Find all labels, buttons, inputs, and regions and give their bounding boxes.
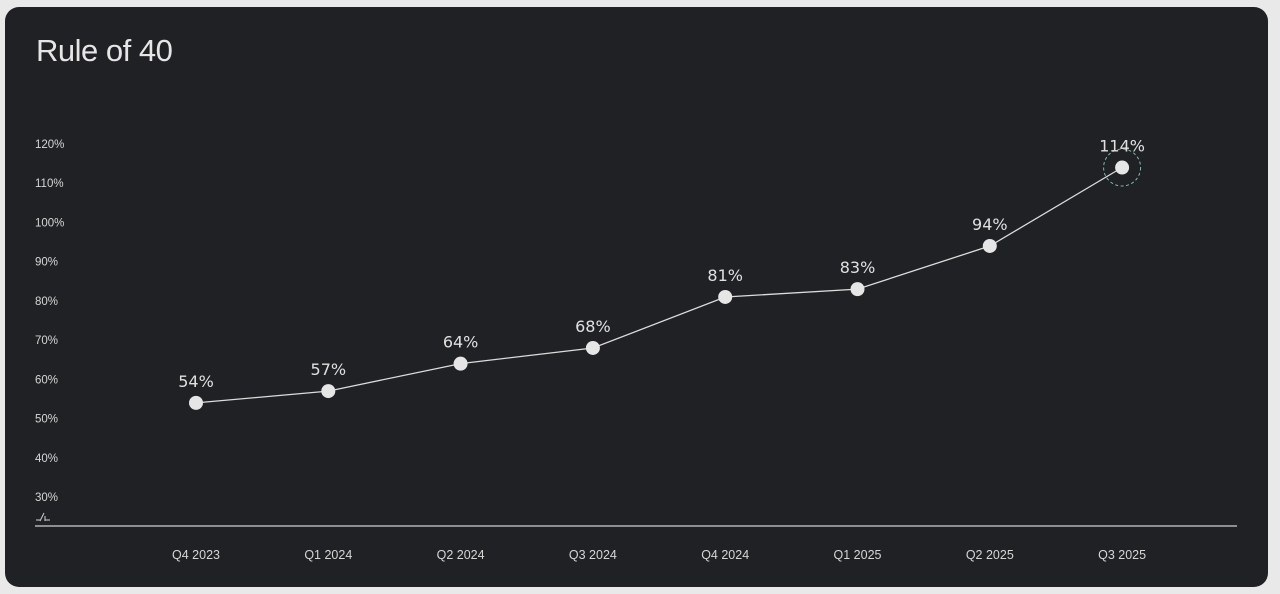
- data-point: [321, 384, 336, 399]
- data-label: 54%: [178, 372, 214, 391]
- y-tick-label: 90%: [35, 257, 58, 269]
- data-point: [718, 289, 733, 304]
- y-tick-label: 60%: [35, 374, 58, 386]
- data-label: 114%: [1099, 137, 1145, 156]
- data-label: 57%: [311, 360, 347, 379]
- x-tick-label: Q3 2025: [1098, 548, 1146, 562]
- data-point: [850, 282, 865, 297]
- x-tick-label: Q2 2024: [437, 548, 485, 562]
- data-label: 81%: [707, 266, 743, 285]
- data-label: 83%: [840, 258, 876, 277]
- y-tick-label: 100%: [35, 217, 64, 229]
- x-tick-label: Q1 2025: [834, 548, 882, 562]
- x-tick-label: Q3 2024: [569, 548, 617, 562]
- chart-title: Rule of 40: [36, 33, 173, 68]
- chart-card: Rule of 40: [5, 7, 1268, 587]
- data-point: [189, 395, 203, 410]
- data-point: [585, 340, 600, 355]
- x-tick-label: Q2 2025: [966, 548, 1014, 562]
- data-point: [982, 238, 997, 253]
- highlight-ring: [1103, 148, 1142, 187]
- y-tick-label: 50%: [35, 414, 58, 426]
- y-tick-label: 40%: [35, 453, 58, 465]
- y-tick-label: 80%: [35, 296, 58, 308]
- x-tick-label: Q4 2023: [172, 548, 220, 562]
- data-label: 64%: [443, 333, 479, 352]
- y-tick-label: 70%: [35, 335, 58, 347]
- data-point: [453, 356, 468, 371]
- axis-break-icon: [36, 512, 50, 522]
- x-tick-label: Q1 2024: [304, 548, 352, 562]
- y-tick-label: 110%: [35, 178, 64, 190]
- data-label: 94%: [972, 215, 1008, 234]
- y-tick-label: 30%: [35, 492, 58, 504]
- y-tick-label: 120%: [35, 139, 64, 151]
- series-line: [195, 166, 1123, 404]
- data-point: [1115, 160, 1130, 175]
- x-tick-label: Q4 2024: [701, 548, 749, 562]
- data-label: 68%: [575, 317, 611, 336]
